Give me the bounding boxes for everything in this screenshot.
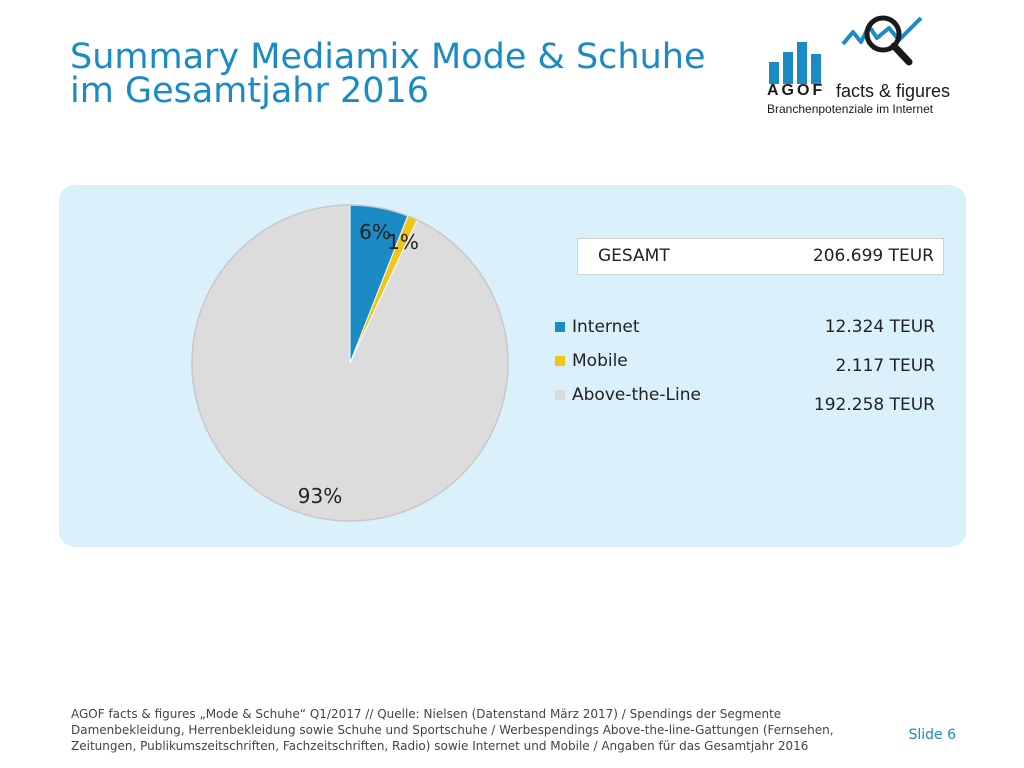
agof-logo: AGOF facts & figures Branchenpotenziale …: [762, 12, 962, 117]
logo-bar: [797, 42, 807, 84]
pie-label-above-the-line: 93%: [298, 484, 342, 508]
pie-label-mobile: 1%: [387, 230, 419, 254]
slide-number: Slide 6: [908, 727, 956, 743]
logo-brand: AGOF: [767, 82, 826, 99]
legend-swatch-above-the-line: [555, 390, 565, 400]
pie-labels: 6%1% 93%: [298, 220, 419, 508]
logo-bar: [811, 54, 821, 84]
pie-outline: [191, 204, 509, 522]
legend-label-internet: Internet: [572, 317, 640, 337]
magnifier-chart-icon: [841, 15, 923, 66]
logo-bar: [783, 52, 793, 84]
legend-swatch-internet: [555, 322, 565, 332]
pie-chart: 6%1% 93%: [191, 204, 509, 522]
total-label: GESAMT: [598, 246, 670, 266]
slide-title-line-2: im Gesamtjahr 2016: [70, 71, 430, 111]
value-above-the-line: 192.258 TEUR: [813, 395, 935, 415]
legend-label-mobile: Mobile: [572, 351, 628, 371]
total-value: 206.699 TEUR: [812, 246, 934, 266]
value-list: 12.324 TEUR 2.117 TEUR 192.258 TEUR: [814, 317, 935, 434]
total-box: GESAMT 206.699 TEUR: [577, 238, 944, 275]
slide-title: Summary Mediamix Mode & Schuhe im Gesamt…: [70, 37, 706, 111]
logo-product: facts & figures: [836, 81, 951, 101]
pie-slice-above-the-line: [191, 204, 509, 522]
source-footnote: AGOF facts & figures „Mode & Schuhe“ Q1/…: [71, 707, 834, 753]
pie-label-internet: 6%: [359, 220, 391, 244]
value-mobile: 2.117 TEUR: [835, 356, 935, 376]
logo-bar: [769, 62, 779, 84]
value-internet: 12.324 TEUR: [824, 317, 935, 337]
pie-slices: [191, 204, 509, 522]
bar-chart-icon: [767, 34, 829, 84]
legend-label-above-the-line: Above-the-Line: [572, 385, 701, 405]
logo-tagline: Branchenpotenziale im Internet: [767, 102, 934, 116]
legend-swatch-mobile: [555, 356, 565, 366]
slide-title-line-1: Summary Mediamix Mode & Schuhe: [70, 37, 706, 77]
